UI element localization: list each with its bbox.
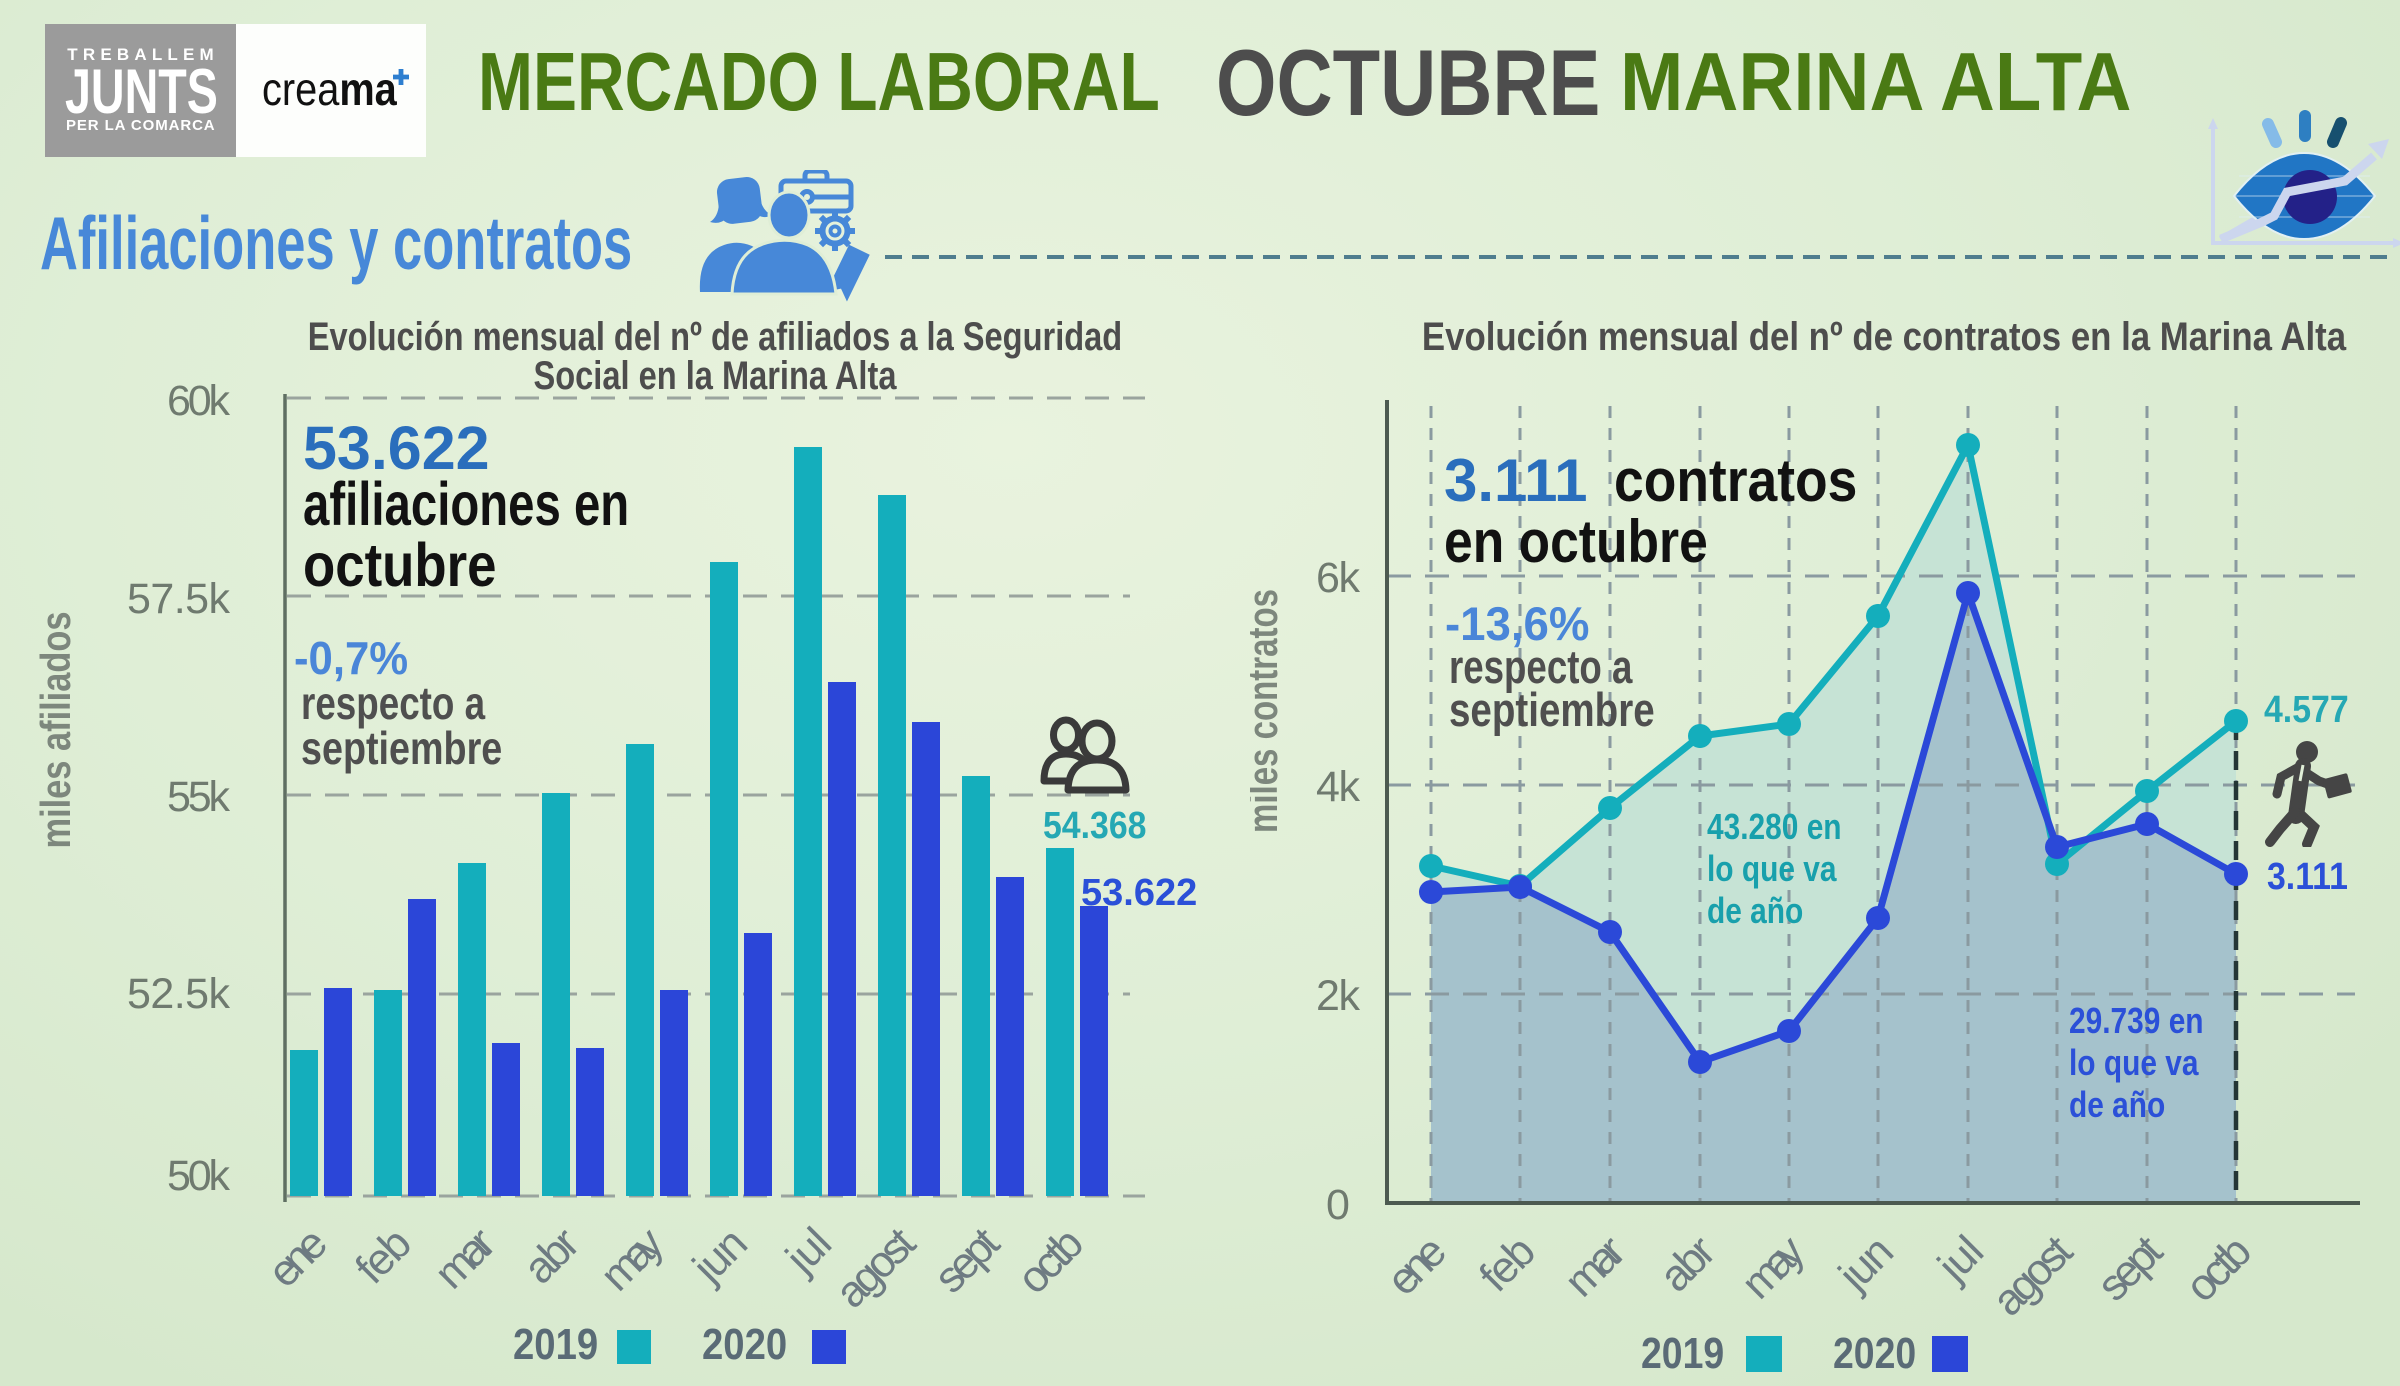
svg-text:may: may — [591, 1218, 673, 1300]
svg-text:octb: octb — [2176, 1226, 2261, 1311]
svg-text:jun: jun — [682, 1218, 757, 1293]
svg-text:sept: sept — [2088, 1226, 2172, 1310]
svg-text:0: 0 — [1326, 1181, 1350, 1229]
svg-text:agost: agost — [826, 1218, 925, 1317]
svg-text:55k: 55k — [167, 773, 231, 821]
svg-text:abr: abr — [514, 1218, 589, 1293]
svg-text:ene: ene — [1378, 1226, 1456, 1304]
svg-text:jul: jul — [1927, 1226, 1993, 1292]
svg-text:50k: 50k — [167, 1152, 231, 1200]
svg-text:miles contratos: miles contratos — [1250, 589, 1286, 833]
svg-text:4k: 4k — [1316, 763, 1361, 811]
svg-text:52.5k: 52.5k — [127, 970, 231, 1018]
svg-text:sept: sept — [925, 1218, 1009, 1302]
svg-text:feb: feb — [346, 1218, 421, 1293]
svg-text:feb: feb — [1470, 1226, 1545, 1301]
svg-text:miles afiliados: miles afiliados — [32, 612, 79, 849]
svg-text:jul: jul — [775, 1218, 841, 1284]
svg-text:60k: 60k — [167, 377, 231, 425]
svg-text:agost: agost — [1983, 1226, 2082, 1325]
svg-text:jun: jun — [1828, 1226, 1903, 1301]
svg-text:6k: 6k — [1316, 554, 1361, 602]
svg-text:abr: abr — [1650, 1226, 1725, 1301]
svg-text:mar: mar — [1555, 1226, 1635, 1306]
svg-text:may: may — [1732, 1226, 1814, 1308]
svg-text:octb: octb — [1008, 1218, 1093, 1303]
svg-text:ene: ene — [259, 1218, 337, 1296]
svg-text:2k: 2k — [1316, 972, 1361, 1020]
svg-text:mar: mar — [425, 1218, 505, 1298]
svg-text:57.5k: 57.5k — [127, 575, 231, 623]
